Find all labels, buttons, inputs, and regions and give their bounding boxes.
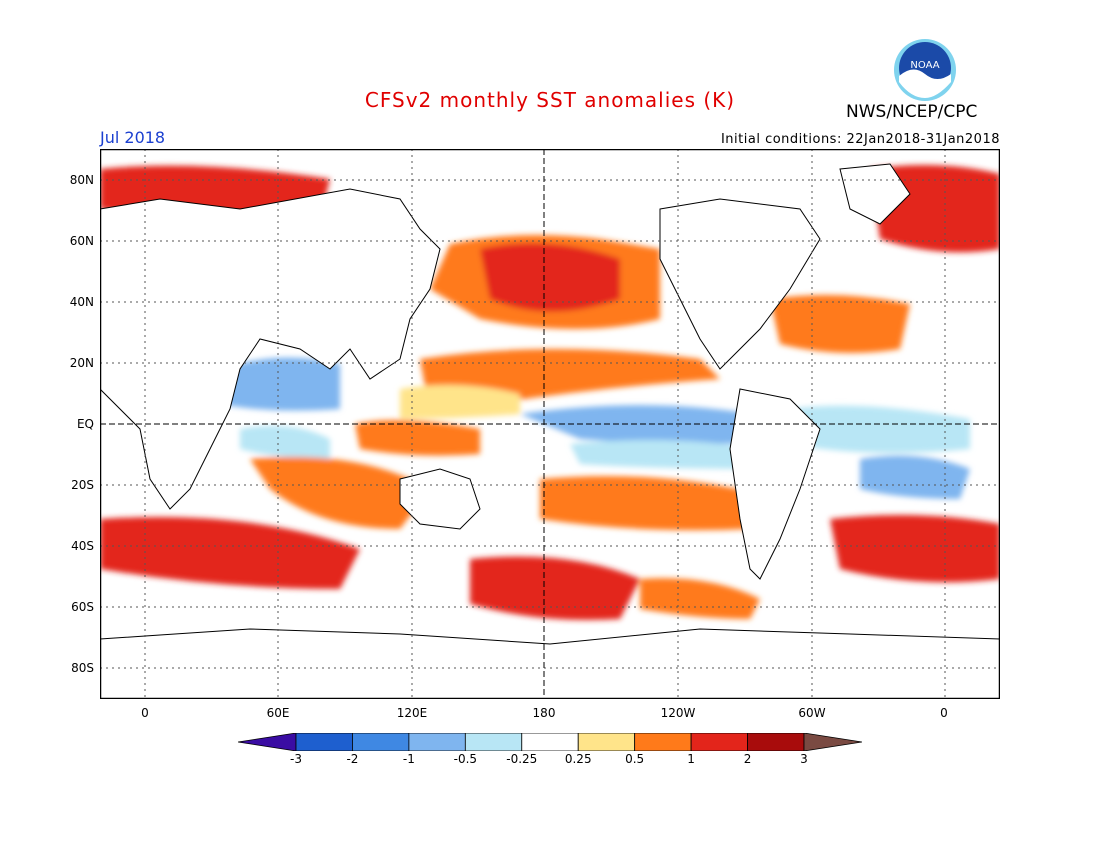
- lon-label: 120E: [396, 706, 428, 720]
- lat-label: 40N: [69, 295, 94, 309]
- color-swatch: [238, 733, 297, 751]
- valid-month: Jul 2018: [100, 128, 166, 147]
- colorbar-tick-label: -1: [402, 752, 415, 766]
- color-swatch: [634, 733, 692, 751]
- lat-label: 80N: [69, 173, 94, 187]
- colorbar-tick-label: 1: [687, 752, 695, 766]
- initial-conditions: Initial conditions: 22Jan2018-31Jan2018: [720, 132, 1000, 147]
- lat-label: 20N: [69, 356, 94, 370]
- reference-lines: [100, 149, 1000, 699]
- colorbar-tick-label: 3: [800, 752, 808, 766]
- color-swatch: [464, 733, 523, 751]
- lon-label: 60W: [798, 706, 826, 720]
- logo-lettering: NOAA: [910, 60, 939, 71]
- lon-label: 0: [940, 706, 948, 720]
- sst-anomaly-map: [100, 149, 1000, 699]
- colorbar-tick-label: -3: [290, 752, 302, 766]
- color-scale-bar: [238, 733, 862, 751]
- map-title: CFSv2 monthly SST anomalies (K): [364, 88, 736, 112]
- greenland: [839, 163, 911, 225]
- lon-label: 180: [532, 706, 556, 720]
- grid-lines: [100, 149, 1000, 699]
- lon-label: 60E: [266, 706, 290, 720]
- color-swatch: [803, 733, 862, 751]
- colorbar-tick-label: -2: [346, 752, 359, 766]
- color-swatch: [521, 733, 579, 751]
- colorbar-tick-label: 2: [743, 752, 752, 766]
- color-swatch: [690, 733, 748, 751]
- colorbar-tick-label: -0.25: [506, 752, 538, 766]
- africa-europe-asia: [100, 188, 441, 510]
- lat-label: EQ: [76, 417, 94, 431]
- colorbar-tick-label: 0.25: [564, 752, 592, 766]
- color-swatch: [295, 733, 353, 751]
- lat-label: 40S: [71, 539, 94, 553]
- map-frame: [100, 149, 1000, 699]
- colorbar-tick-label: 0.5: [625, 752, 645, 766]
- south-america: [729, 388, 821, 580]
- australia: [399, 468, 481, 530]
- agency-label: NWS/NCEP/CPC: [846, 102, 978, 122]
- color-swatch: [352, 733, 410, 751]
- color-swatch: [577, 733, 636, 751]
- lat-label: 20S: [71, 478, 94, 492]
- lat-label: 60N: [69, 234, 94, 248]
- lat-label: 80S: [71, 661, 94, 675]
- antarctica: [100, 628, 1000, 699]
- color-swatch: [747, 733, 805, 751]
- color-swatch: [408, 733, 466, 751]
- noaa-logo: NOAA: [893, 38, 957, 102]
- lon-label: 120W: [660, 706, 696, 720]
- lat-label: 60S: [71, 600, 94, 614]
- lon-label: 0: [141, 706, 149, 720]
- colorbar-tick-label: -0.5: [453, 752, 478, 766]
